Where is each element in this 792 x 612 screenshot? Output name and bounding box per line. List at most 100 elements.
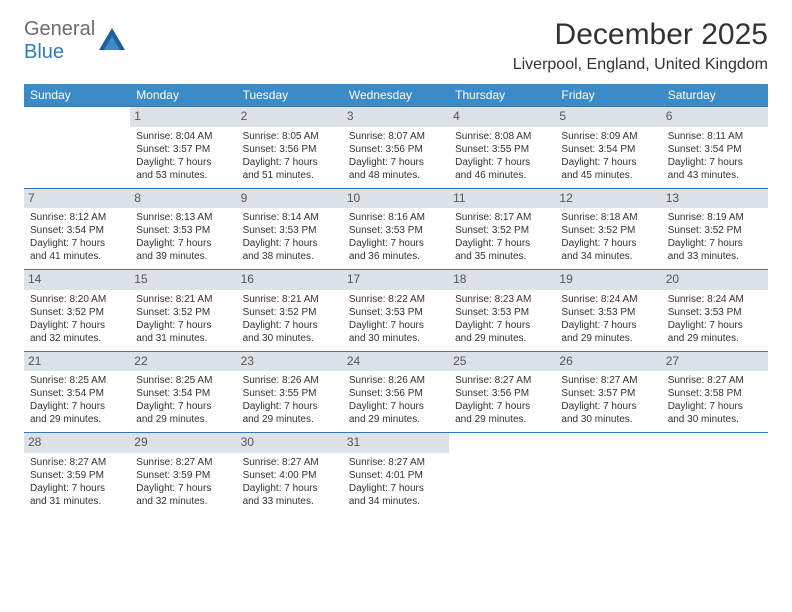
week-row: 28Sunrise: 8:27 AMSunset: 3:59 PMDayligh…: [24, 433, 768, 514]
day-cell: [662, 433, 768, 514]
day-cell: 13Sunrise: 8:19 AMSunset: 3:52 PMDayligh…: [662, 188, 768, 270]
day-number: 9: [237, 189, 343, 209]
day-cell: 1Sunrise: 8:04 AMSunset: 3:57 PMDaylight…: [130, 107, 236, 189]
day-detail-line: and 39 minutes.: [136, 250, 230, 263]
day-number: 31: [343, 433, 449, 453]
day-detail-line: Sunrise: 8:13 AM: [136, 211, 230, 224]
day-detail-line: and 32 minutes.: [30, 332, 124, 345]
day-detail-line: Sunrise: 8:09 AM: [561, 130, 655, 143]
day-number: 22: [130, 352, 236, 372]
day-detail-line: and 30 minutes.: [243, 332, 337, 345]
day-detail-line: and 29 minutes.: [561, 332, 655, 345]
day-number: 2: [237, 107, 343, 127]
day-detail-line: Sunrise: 8:27 AM: [349, 456, 443, 469]
day-detail-line: and 46 minutes.: [455, 169, 549, 182]
month-title: December 2025: [513, 18, 768, 52]
day-detail-line: Sunset: 3:53 PM: [349, 224, 443, 237]
day-detail-line: Daylight: 7 hours: [561, 156, 655, 169]
day-detail-line: Daylight: 7 hours: [561, 319, 655, 332]
day-detail-line: Sunrise: 8:26 AM: [243, 374, 337, 387]
week-row: 21Sunrise: 8:25 AMSunset: 3:54 PMDayligh…: [24, 351, 768, 433]
day-detail-line: Sunset: 3:54 PM: [30, 224, 124, 237]
day-detail-line: and 30 minutes.: [561, 413, 655, 426]
day-cell: 26Sunrise: 8:27 AMSunset: 3:57 PMDayligh…: [555, 351, 661, 433]
day-number: 19: [555, 270, 661, 290]
calendar-header-row: SundayMondayTuesdayWednesdayThursdayFrid…: [24, 84, 768, 107]
day-detail-line: Sunset: 3:56 PM: [455, 387, 549, 400]
day-number: 18: [449, 270, 555, 290]
day-detail-line: Daylight: 7 hours: [243, 237, 337, 250]
day-cell: 31 Sunrise: 8:27 AMSunset: 4:01 PMDayligh…: [343, 433, 449, 514]
day-detail-line: Sunrise: 8:21 AM: [243, 293, 337, 306]
day-number: [555, 433, 661, 453]
day-number: 1: [130, 107, 236, 127]
day-detail-line: and 34 minutes.: [349, 495, 443, 508]
day-number: [662, 433, 768, 453]
day-number: 26: [555, 352, 661, 372]
day-detail-line: and 35 minutes.: [455, 250, 549, 263]
day-detail-line: and 48 minutes.: [349, 169, 443, 182]
day-detail-line: and 43 minutes.: [668, 169, 762, 182]
day-detail-line: Sunset: 3:55 PM: [243, 387, 337, 400]
day-detail-line: Daylight: 7 hours: [349, 156, 443, 169]
day-number: 25: [449, 352, 555, 372]
day-detail-line: Sunset: 3:54 PM: [561, 143, 655, 156]
day-detail-line: Sunset: 3:59 PM: [30, 469, 124, 482]
day-cell: [555, 433, 661, 514]
day-cell: 7Sunrise: 8:12 AMSunset: 3:54 PMDaylight…: [24, 188, 130, 270]
day-header: Sunday: [24, 84, 130, 107]
day-detail-line: and 38 minutes.: [243, 250, 337, 263]
day-detail-line: Daylight: 7 hours: [349, 237, 443, 250]
day-header: Wednesday: [343, 84, 449, 107]
day-detail-line: and 34 minutes.: [561, 250, 655, 263]
day-detail-line: Sunset: 3:52 PM: [455, 224, 549, 237]
day-cell: 14Sunrise: 8:20 AMSunset: 3:52 PMDayligh…: [24, 270, 130, 352]
day-detail-line: Daylight: 7 hours: [136, 156, 230, 169]
day-cell: 29Sunrise: 8:27 AMSunset: 3:59 PMDayligh…: [130, 433, 236, 514]
week-row: 1Sunrise: 8:04 AMSunset: 3:57 PMDaylight…: [24, 107, 768, 189]
day-detail-line: Daylight: 7 hours: [349, 482, 443, 495]
day-number: 6: [662, 107, 768, 127]
day-number: 12: [555, 189, 661, 209]
day-detail-line: Sunrise: 8:20 AM: [30, 293, 124, 306]
week-row: 7Sunrise: 8:12 AMSunset: 3:54 PMDaylight…: [24, 188, 768, 270]
day-detail-line: Sunset: 3:53 PM: [349, 306, 443, 319]
day-detail-line: Sunrise: 8:27 AM: [30, 456, 124, 469]
day-detail-line: Sunset: 3:52 PM: [668, 224, 762, 237]
calendar-body: 1Sunrise: 8:04 AMSunset: 3:57 PMDaylight…: [24, 107, 768, 514]
day-detail-line: Daylight: 7 hours: [30, 319, 124, 332]
day-cell: 12Sunrise: 8:18 AMSunset: 3:52 PMDayligh…: [555, 188, 661, 270]
day-detail-line: and 29 minutes.: [455, 332, 549, 345]
day-detail-line: Sunrise: 8:27 AM: [243, 456, 337, 469]
day-detail-line: Sunset: 3:52 PM: [30, 306, 124, 319]
day-cell: 16Sunrise: 8:21 AMSunset: 3:52 PMDayligh…: [237, 270, 343, 352]
day-detail-line: Sunset: 3:54 PM: [668, 143, 762, 156]
logo-text-blue: Blue: [24, 41, 64, 63]
day-cell: 21Sunrise: 8:25 AMSunset: 3:54 PMDayligh…: [24, 351, 130, 433]
day-detail-line: Sunset: 3:56 PM: [349, 387, 443, 400]
day-detail-line: Sunset: 3:53 PM: [243, 224, 337, 237]
day-detail-line: Sunset: 3:52 PM: [136, 306, 230, 319]
day-detail-line: Sunrise: 8:17 AM: [455, 211, 549, 224]
day-detail-line: and 29 minutes.: [455, 413, 549, 426]
day-detail-line: Sunset: 3:55 PM: [455, 143, 549, 156]
day-number: 7: [24, 189, 130, 209]
day-detail-line: and 53 minutes.: [136, 169, 230, 182]
day-detail-line: Daylight: 7 hours: [668, 237, 762, 250]
day-cell: 5Sunrise: 8:09 AMSunset: 3:54 PMDaylight…: [555, 107, 661, 189]
day-detail-line: Sunrise: 8:11 AM: [668, 130, 762, 143]
day-detail-line: Daylight: 7 hours: [455, 237, 549, 250]
day-detail-line: and 29 minutes.: [349, 413, 443, 426]
day-header: Tuesday: [237, 84, 343, 107]
day-number: 29: [130, 433, 236, 453]
day-cell: 8Sunrise: 8:13 AMSunset: 3:53 PMDaylight…: [130, 188, 236, 270]
day-detail-line: Sunset: 3:53 PM: [136, 224, 230, 237]
day-detail-line: Sunset: 3:52 PM: [561, 224, 655, 237]
day-detail-line: and 31 minutes.: [136, 332, 230, 345]
day-cell: 23Sunrise: 8:26 AMSunset: 3:55 PMDayligh…: [237, 351, 343, 433]
day-detail-line: Sunset: 3:52 PM: [243, 306, 337, 319]
day-detail-line: Sunrise: 8:24 AM: [561, 293, 655, 306]
day-detail-line: Sunset: 4:00 PM: [243, 469, 337, 482]
day-detail-line: Sunset: 3:57 PM: [561, 387, 655, 400]
day-detail-line: Sunset: 4:01 PM: [349, 469, 443, 482]
